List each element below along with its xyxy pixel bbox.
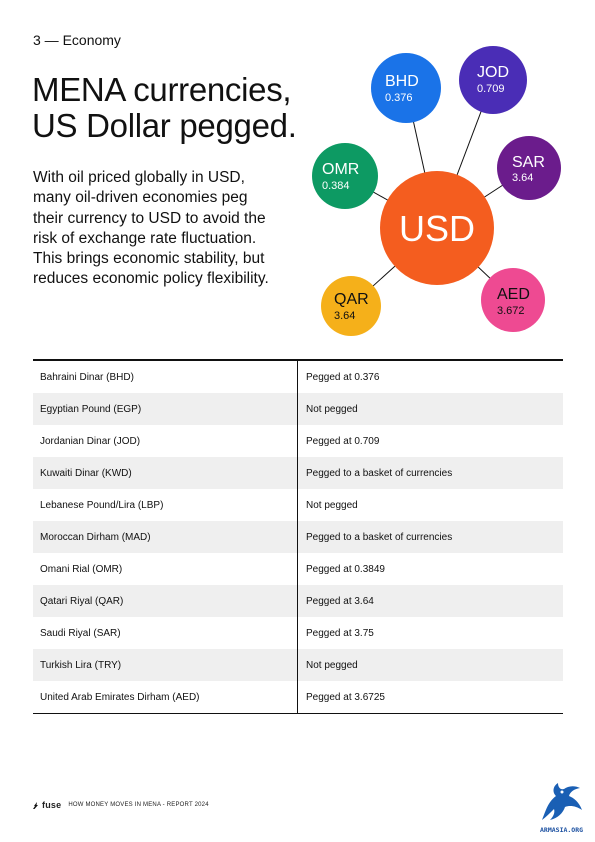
footer-report-title: HOW MONEY MOVES IN MENA - REPORT 2024 (68, 802, 209, 808)
node-qar-value: 3.64 (334, 310, 355, 322)
title-line-2: US Dollar pegged. (32, 107, 297, 144)
node-aed-value: 3.672 (497, 305, 525, 317)
node-jod-value: 0.709 (477, 83, 505, 95)
node-qar-circle (321, 276, 381, 336)
peg-status-cell: Pegged at 3.75 (306, 627, 374, 639)
node-aed-circle (481, 268, 545, 332)
fuse-brand-name: fuse (42, 800, 62, 810)
fuse-brand: fuse (31, 800, 61, 810)
node-omr-value: 0.384 (322, 180, 350, 192)
node-jod-circle (459, 46, 527, 114)
section-label: 3 — Economy (33, 32, 121, 48)
peg-status-cell: Pegged at 0.709 (306, 435, 380, 447)
fuse-logo-icon (33, 801, 38, 809)
node-omr-circle (312, 143, 378, 209)
node-sar-code: SAR (512, 154, 545, 171)
title-line-1: MENA currencies, (32, 71, 292, 108)
currency-cell: Turkish Lira (TRY) (33, 649, 298, 681)
node-bhd-value: 0.376 (385, 92, 413, 104)
node-sar-value: 3.64 (512, 172, 533, 184)
table-row: Moroccan Dirham (MAD) Pegged to a basket… (33, 521, 563, 553)
peg-status-cell: Pegged to a basket of currencies (306, 467, 453, 479)
currency-cell: Saudi Riyal (SAR) (33, 617, 298, 649)
table-row: Qatari Riyal (QAR) Pegged at 3.64 (33, 585, 563, 617)
table-row: Omani Rial (OMR) Pegged at 0.3849 (33, 553, 563, 585)
node-omr: OMR 0.384 (312, 143, 378, 209)
table-row: Jordanian Dinar (JOD) Pegged at 0.709 (33, 425, 563, 457)
currency-cell: United Arab Emirates Dirham (AED) (33, 681, 298, 713)
table-row: United Arab Emirates Dirham (AED) Pegged… (33, 681, 563, 713)
currency-cell: Jordanian Dinar (JOD) (33, 425, 298, 457)
table-row: Kuwaiti Dinar (KWD) Pegged to a basket o… (33, 457, 563, 489)
currency-peg-table: Bahraini Dinar (BHD) Pegged at 0.376 Egy… (33, 359, 563, 714)
currency-cell: Lebanese Pound/Lira (LBP) (33, 489, 298, 521)
peg-status-cell: Not pegged (306, 403, 358, 415)
intro-paragraph: With oil priced globally in USD, many oi… (33, 169, 269, 288)
watermark-bird-logo-icon (542, 783, 582, 820)
table-row: Lebanese Pound/Lira (LBP) Not pegged (33, 489, 563, 521)
node-bhd-code: BHD (385, 73, 419, 90)
node-bhd-circle (371, 53, 441, 123)
node-qar: QAR 3.64 (321, 276, 381, 336)
currency-peg-diagram: BHD 0.376 JOD 0.709 OMR 0.384 SAR 3.64 U… (312, 46, 561, 336)
currency-cell: Bahraini Dinar (BHD) (33, 361, 298, 393)
page-title: MENA currencies, US Dollar pegged. (32, 72, 297, 144)
node-aed-code: AED (497, 286, 530, 303)
currency-cell: Egyptian Pound (EGP) (33, 393, 298, 425)
usd-center-label: USD (399, 208, 475, 249)
currency-cell: Omani Rial (OMR) (33, 553, 298, 585)
table-row: Turkish Lira (TRY) Not pegged (33, 649, 563, 681)
node-omr-code: OMR (322, 161, 359, 178)
currency-cell: Kuwaiti Dinar (KWD) (33, 457, 298, 489)
node-sar-circle (497, 136, 561, 200)
node-qar-code: QAR (334, 291, 369, 308)
table-row: Egyptian Pound (EGP) Not pegged (33, 393, 563, 425)
node-jod: JOD 0.709 (459, 46, 527, 114)
node-aed: AED 3.672 (481, 268, 545, 332)
page-footer: fuse HOW MONEY MOVES IN MENA - REPORT 20… (31, 800, 209, 810)
currency-cell: Qatari Riyal (QAR) (33, 585, 298, 617)
peg-status-cell: Pegged to a basket of currencies (306, 531, 453, 543)
node-bhd: BHD 0.376 (371, 53, 441, 123)
peg-status-cell: Pegged at 3.6725 (306, 691, 385, 703)
node-jod-code: JOD (477, 64, 509, 81)
table-row: Saudi Riyal (SAR) Pegged at 3.75 (33, 617, 563, 649)
currency-cell: Moroccan Dirham (MAD) (33, 521, 298, 553)
peg-status-cell: Pegged at 3.64 (306, 595, 374, 607)
usd-center-circle (380, 171, 494, 285)
watermark-text: ARMASIA.ORG (540, 826, 584, 834)
peg-status-cell: Not pegged (306, 499, 358, 511)
peg-status-cell: Pegged at 0.3849 (306, 563, 385, 575)
node-sar: SAR 3.64 (497, 136, 561, 200)
table-row: Bahraini Dinar (BHD) Pegged at 0.376 (33, 361, 563, 393)
peg-status-cell: Pegged at 0.376 (306, 371, 380, 383)
peg-status-cell: Not pegged (306, 659, 358, 671)
